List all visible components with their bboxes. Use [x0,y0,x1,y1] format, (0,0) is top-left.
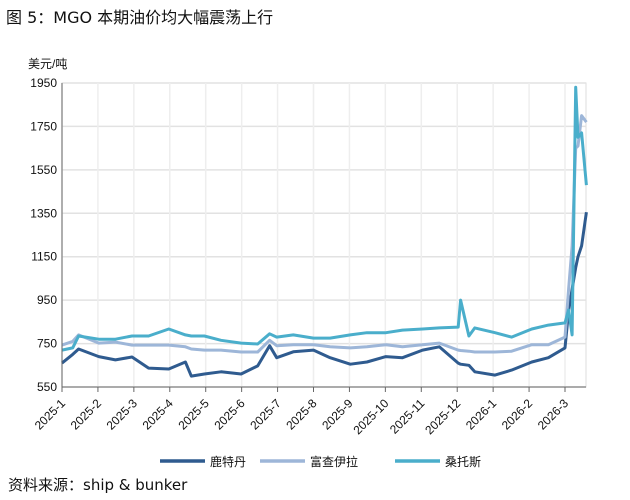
x-tick-label: 2025-6 [211,396,248,433]
line-chart: 美元/吨 550 750 950 1150 1350 1550 1750 1950 2025-1… [28,57,588,469]
y-tick-label: 1950 [30,76,57,90]
x-tick-label: 2025-4 [140,396,177,433]
x-tick-label: 2025-3 [104,396,141,433]
y-axis-unit: 美元/吨 [28,57,67,71]
x-tick-label: 2025-5 [176,396,213,433]
figure-title: 图 5：MGO 本期油价均大幅震荡上行 [6,8,274,27]
series-line-1 [61,211,588,378]
legend-label: 富查伊拉 [310,454,358,469]
series-line-3 [61,85,588,352]
x-tick-label: 2026-2 [499,396,536,433]
x-tick-label: 2025-7 [247,396,284,433]
y-tick-label: 1750 [30,119,57,133]
y-tick-label: 550 [37,380,57,394]
y-tick-label: 1550 [30,163,57,177]
y-tick-label: 750 [37,337,57,351]
x-tick-label: 2025-8 [283,396,320,433]
x-tick-label: 2025-12 [422,396,463,437]
x-tick-label: 2026-3 [535,396,572,433]
y-tick-label: 1150 [31,250,57,264]
legend-label: 鹿特丹 [210,454,246,469]
x-tick-label: 2025-10 [350,396,391,437]
plot-frame [61,82,587,388]
x-tick-label: 2025-11 [387,396,428,437]
y-tick-label: 1350 [30,206,57,220]
series-line-2 [61,114,588,354]
source-note: 资料来源：ship & bunker [8,476,188,494]
x-tick-label: 2025-1 [32,396,69,433]
x-tick-label: 2026-1 [463,396,500,433]
legend-label: 桑托斯 [445,455,481,469]
x-tick-label: 2025-2 [68,396,105,433]
y-tick-label: 950 [37,293,57,307]
